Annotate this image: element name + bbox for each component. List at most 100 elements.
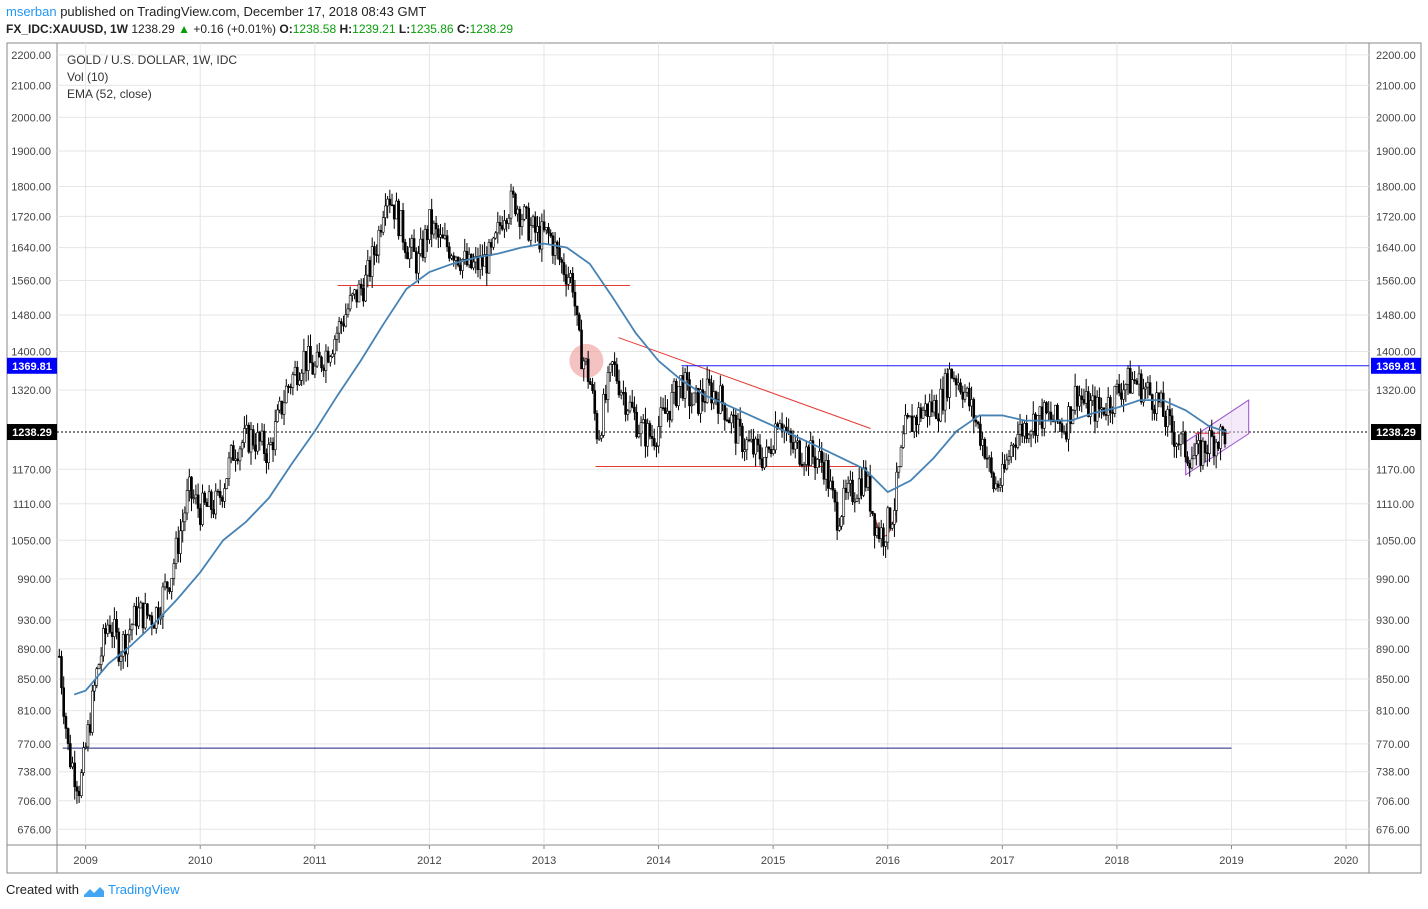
- x-tick-label: 2018: [1105, 855, 1129, 867]
- candle-body: [1206, 452, 1209, 455]
- candle-body: [800, 463, 804, 467]
- candle-body: [1084, 391, 1088, 404]
- candle-body: [573, 291, 577, 307]
- candle-body: [602, 393, 605, 436]
- tradingview-brand[interactable]: TradingView: [108, 882, 180, 897]
- candle-body: [767, 446, 771, 450]
- candle-body: [412, 238, 416, 252]
- candle-body: [1020, 423, 1024, 437]
- candle-body: [370, 246, 374, 277]
- y-tick-label-right: 2100.00: [1376, 80, 1416, 92]
- candle-body: [1089, 400, 1092, 417]
- candle-body: [423, 229, 427, 258]
- candle-body: [564, 274, 568, 285]
- candle-body: [172, 563, 176, 579]
- candle-body: [1001, 463, 1004, 486]
- candle-body: [135, 605, 138, 627]
- candle-body: [364, 274, 367, 302]
- candle-body: [221, 497, 224, 502]
- y-tick-label-left: 1800.00: [11, 182, 51, 194]
- candle-body: [959, 382, 962, 393]
- candle-body: [824, 460, 828, 480]
- candle-body: [150, 615, 154, 626]
- candle-body: [827, 460, 830, 489]
- candle-body: [218, 491, 222, 498]
- candle-body: [763, 456, 766, 469]
- y-tick-label-right: 676.00: [1376, 824, 1410, 836]
- close-label: C:: [456, 22, 470, 36]
- candle-body: [738, 418, 742, 427]
- candle-body: [1203, 440, 1207, 454]
- candle-body: [99, 655, 103, 665]
- candle-body: [293, 366, 297, 375]
- candle-body: [359, 283, 363, 289]
- candle-body: [904, 414, 907, 435]
- candle-body: [926, 403, 929, 417]
- candle-body: [254, 444, 257, 452]
- candle-body: [386, 198, 389, 207]
- candle-body: [822, 462, 826, 480]
- publisher-name[interactable]: mserban: [6, 4, 57, 19]
- candle-body: [542, 221, 546, 231]
- candle-body: [617, 380, 621, 396]
- candle-body: [66, 728, 70, 744]
- candle-body: [516, 208, 519, 215]
- candle-body: [1025, 423, 1028, 439]
- candle-body: [1071, 410, 1075, 424]
- candle-body: [408, 246, 411, 260]
- candle-body: [538, 226, 541, 250]
- candle-body: [600, 435, 603, 439]
- candle-body: [686, 372, 689, 380]
- candle-body: [476, 255, 480, 270]
- price-labels: 1369.81 1369.81 1238.29 1238.29: [7, 357, 1421, 441]
- candle-body: [1199, 440, 1203, 466]
- candle-body: [278, 400, 281, 411]
- candle-body: [939, 388, 943, 422]
- candle-body: [1139, 373, 1143, 403]
- candle-body: [188, 476, 191, 491]
- y-tick-label-right: 1400.00: [1376, 346, 1416, 358]
- candle-body: [366, 260, 370, 276]
- candle-body: [163, 581, 167, 588]
- candle-body: [1148, 382, 1152, 395]
- candle-body: [287, 385, 290, 388]
- candle-body: [941, 388, 945, 411]
- y-tick-label-right: 1720.00: [1376, 211, 1416, 223]
- candle-body: [666, 410, 669, 414]
- candle-body: [80, 772, 83, 797]
- candle-body: [1133, 379, 1136, 382]
- marker-price-label-right: 1369.81: [1376, 361, 1416, 373]
- candle-body: [273, 421, 277, 451]
- candle-body: [161, 586, 165, 617]
- candle-body: [736, 418, 740, 444]
- candle-body: [754, 438, 757, 455]
- candle-body: [1190, 458, 1194, 469]
- current-price-label-left-bg: [7, 424, 57, 441]
- y-tick-label-right: 2000.00: [1376, 112, 1416, 124]
- candle-body: [987, 457, 991, 460]
- candle-body: [346, 308, 350, 315]
- candle-body: [968, 387, 971, 407]
- candle-body: [69, 743, 72, 768]
- candle-body: [1124, 384, 1128, 391]
- candle-body: [774, 423, 777, 451]
- candle-body: [1126, 368, 1130, 385]
- candle-body: [1078, 395, 1081, 407]
- candle-body: [309, 346, 312, 364]
- candle-body: [357, 283, 361, 303]
- candle-body: [714, 391, 718, 400]
- candle-body: [849, 479, 852, 484]
- candle-body: [840, 516, 843, 527]
- candle-body: [450, 255, 453, 259]
- candle-body: [454, 256, 458, 261]
- marker-price-label-left: 1369.81: [12, 361, 52, 373]
- candle-body: [505, 220, 508, 224]
- candle-body: [280, 400, 284, 415]
- candle-body: [1131, 379, 1134, 394]
- candle-body: [571, 273, 575, 293]
- candle-body: [981, 439, 984, 446]
- candle-body: [606, 372, 610, 400]
- candle-body: [589, 381, 592, 385]
- candle-body: [628, 401, 632, 412]
